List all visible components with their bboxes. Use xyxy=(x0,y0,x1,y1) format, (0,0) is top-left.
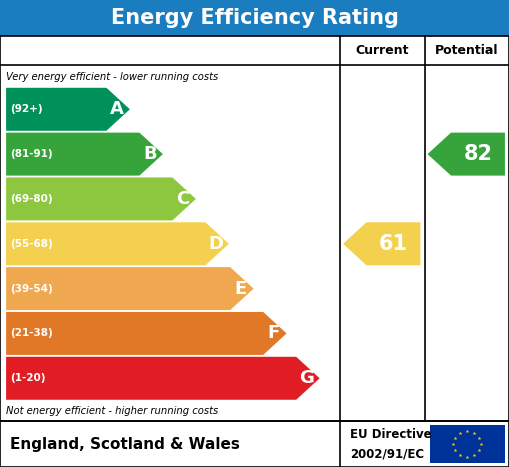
Text: (92+): (92+) xyxy=(10,104,43,114)
Polygon shape xyxy=(6,222,229,265)
Text: 61: 61 xyxy=(379,234,408,254)
Text: (55-68): (55-68) xyxy=(10,239,53,249)
Polygon shape xyxy=(343,222,420,265)
Text: 82: 82 xyxy=(464,144,492,164)
Text: (69-80): (69-80) xyxy=(10,194,53,204)
Bar xyxy=(0,0,509,36)
Text: Current: Current xyxy=(355,44,409,57)
Bar xyxy=(430,425,505,463)
Text: A: A xyxy=(110,100,124,118)
Text: C: C xyxy=(176,190,190,208)
Text: (81-91): (81-91) xyxy=(10,149,53,159)
Text: (1-20): (1-20) xyxy=(10,373,46,383)
Polygon shape xyxy=(6,133,163,176)
Polygon shape xyxy=(6,177,196,220)
Text: D: D xyxy=(209,235,223,253)
Text: (21-38): (21-38) xyxy=(10,328,53,339)
Text: England, Scotland & Wales: England, Scotland & Wales xyxy=(10,437,240,452)
Text: (39-54): (39-54) xyxy=(10,283,53,294)
Bar xyxy=(0,36,509,421)
Text: Not energy efficient - higher running costs: Not energy efficient - higher running co… xyxy=(6,406,218,417)
Polygon shape xyxy=(428,133,505,176)
Text: E: E xyxy=(235,280,247,297)
Text: EU Directive: EU Directive xyxy=(350,428,432,440)
Polygon shape xyxy=(6,312,287,355)
Text: F: F xyxy=(268,325,280,342)
Polygon shape xyxy=(6,88,130,131)
Polygon shape xyxy=(6,357,320,400)
Text: B: B xyxy=(143,145,157,163)
Text: G: G xyxy=(299,369,314,387)
Text: Energy Efficiency Rating: Energy Efficiency Rating xyxy=(110,8,399,28)
Text: Potential: Potential xyxy=(435,44,498,57)
Text: Very energy efficient - lower running costs: Very energy efficient - lower running co… xyxy=(6,71,218,82)
Polygon shape xyxy=(6,267,253,310)
Bar xyxy=(0,421,509,467)
Text: 2002/91/EC: 2002/91/EC xyxy=(350,448,425,460)
